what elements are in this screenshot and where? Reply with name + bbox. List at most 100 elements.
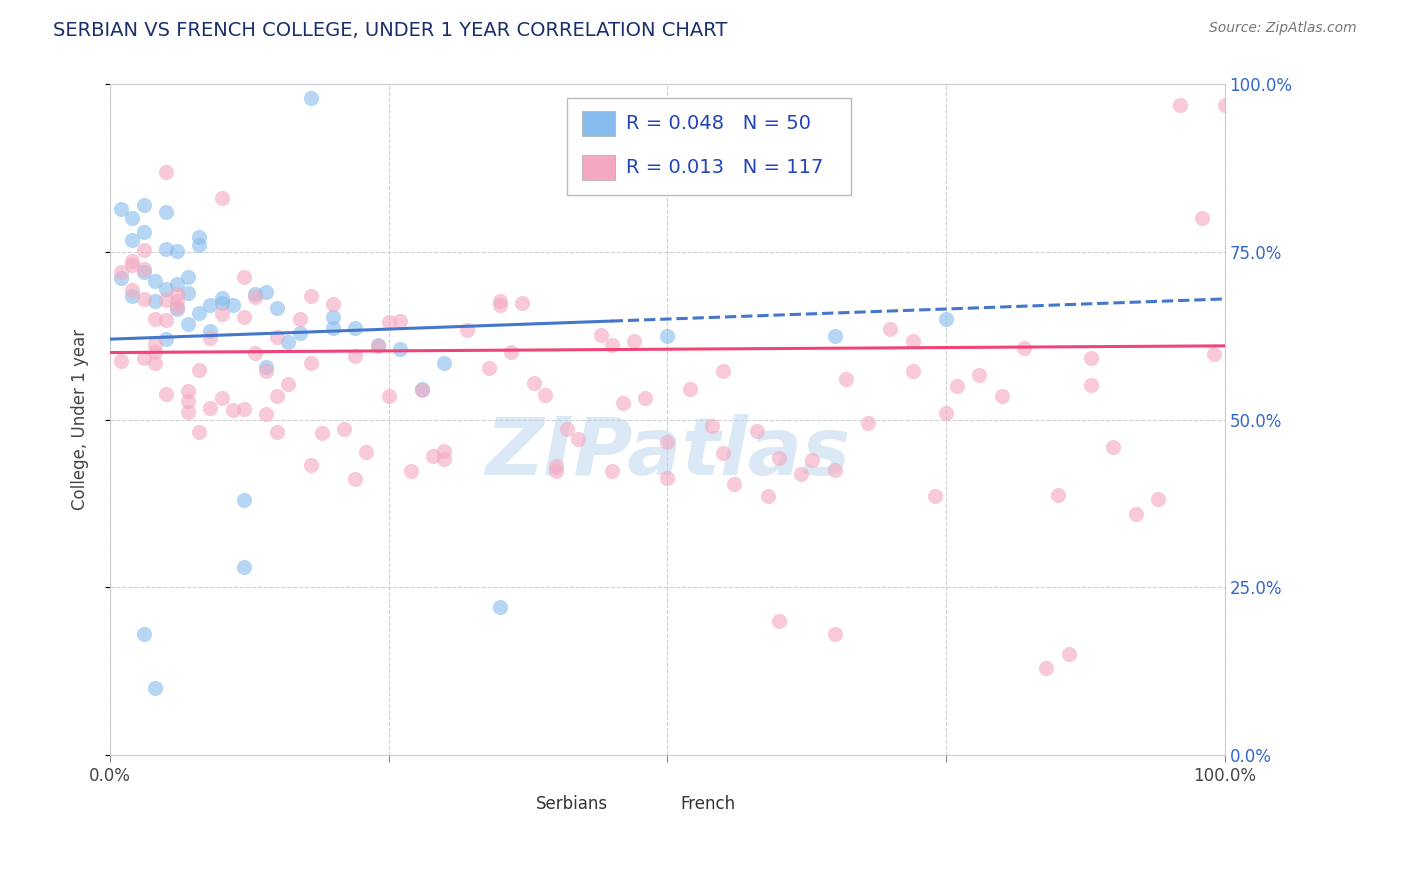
Point bbox=[399, 464, 422, 478]
Point bbox=[299, 91, 322, 105]
Point bbox=[211, 391, 233, 405]
Point bbox=[200, 298, 222, 312]
Point bbox=[166, 300, 188, 314]
Point bbox=[166, 301, 188, 316]
Point bbox=[824, 328, 846, 343]
Point bbox=[166, 277, 188, 291]
Point bbox=[200, 324, 222, 338]
Point bbox=[367, 338, 389, 352]
Point bbox=[166, 286, 188, 301]
Point bbox=[143, 356, 166, 370]
Text: French: French bbox=[681, 796, 735, 814]
Point bbox=[879, 322, 901, 336]
Point bbox=[121, 258, 143, 272]
Point bbox=[177, 394, 200, 409]
Point bbox=[188, 306, 211, 320]
Point bbox=[254, 407, 277, 421]
Point bbox=[1080, 351, 1102, 365]
Point bbox=[188, 230, 211, 244]
Point bbox=[188, 238, 211, 252]
Point bbox=[790, 467, 813, 482]
Point bbox=[433, 451, 456, 466]
Point bbox=[1080, 377, 1102, 392]
Point bbox=[411, 382, 433, 396]
Point bbox=[132, 243, 155, 257]
Point bbox=[901, 363, 924, 377]
Point bbox=[243, 346, 266, 360]
Text: ZIPatlas: ZIPatlas bbox=[485, 414, 849, 492]
Point bbox=[266, 389, 288, 403]
Point bbox=[901, 334, 924, 349]
Point bbox=[121, 289, 143, 303]
Point bbox=[254, 364, 277, 378]
Point bbox=[132, 198, 155, 212]
Point bbox=[277, 334, 299, 349]
Point bbox=[299, 458, 322, 473]
Point bbox=[1046, 488, 1069, 502]
Point bbox=[657, 328, 679, 343]
Point bbox=[756, 489, 779, 503]
Point bbox=[422, 450, 444, 464]
Point bbox=[254, 285, 277, 299]
Text: Source: ZipAtlas.com: Source: ZipAtlas.com bbox=[1209, 21, 1357, 36]
Point bbox=[1202, 347, 1225, 361]
Bar bbox=[582, 155, 614, 180]
Point bbox=[711, 364, 734, 378]
Point bbox=[155, 313, 177, 327]
Point bbox=[433, 443, 456, 458]
Point bbox=[679, 382, 702, 396]
Point bbox=[544, 458, 567, 473]
Point bbox=[856, 416, 879, 430]
Point bbox=[322, 296, 344, 310]
Point bbox=[277, 377, 299, 392]
Point bbox=[132, 292, 155, 306]
Point bbox=[299, 356, 322, 370]
Point bbox=[1146, 492, 1168, 507]
Point bbox=[745, 424, 768, 438]
Point bbox=[211, 191, 233, 205]
Point bbox=[177, 285, 200, 300]
Point bbox=[344, 321, 367, 335]
Point bbox=[946, 379, 969, 393]
Y-axis label: College, Under 1 year: College, Under 1 year bbox=[72, 329, 89, 510]
Point bbox=[121, 233, 143, 247]
Point bbox=[600, 338, 623, 352]
Point bbox=[344, 472, 367, 486]
Point bbox=[322, 321, 344, 335]
Point bbox=[322, 310, 344, 324]
Point bbox=[155, 204, 177, 219]
Point bbox=[155, 282, 177, 296]
Point bbox=[232, 402, 254, 417]
Point bbox=[544, 464, 567, 478]
Point bbox=[288, 326, 311, 340]
Point bbox=[657, 471, 679, 485]
Point bbox=[121, 254, 143, 268]
Bar bbox=[495, 794, 529, 815]
Point bbox=[969, 368, 991, 382]
Point bbox=[143, 273, 166, 287]
Point bbox=[333, 422, 356, 436]
Point bbox=[356, 445, 378, 459]
Point bbox=[132, 262, 155, 277]
Point bbox=[110, 265, 132, 279]
Point bbox=[835, 372, 858, 386]
Point bbox=[177, 405, 200, 419]
Point bbox=[1213, 97, 1236, 112]
Point bbox=[700, 419, 723, 434]
Point bbox=[344, 349, 367, 363]
Point bbox=[623, 334, 645, 348]
Point bbox=[1057, 647, 1080, 661]
Point bbox=[110, 202, 132, 217]
Point bbox=[634, 391, 657, 405]
Point bbox=[567, 432, 589, 446]
Point bbox=[1102, 440, 1125, 454]
Point bbox=[266, 425, 288, 439]
Point bbox=[824, 627, 846, 641]
Point bbox=[232, 560, 254, 574]
Point bbox=[143, 312, 166, 326]
Point bbox=[243, 287, 266, 301]
Point bbox=[924, 489, 946, 503]
Point bbox=[1035, 660, 1057, 674]
Point bbox=[155, 332, 177, 346]
Point bbox=[533, 388, 555, 402]
